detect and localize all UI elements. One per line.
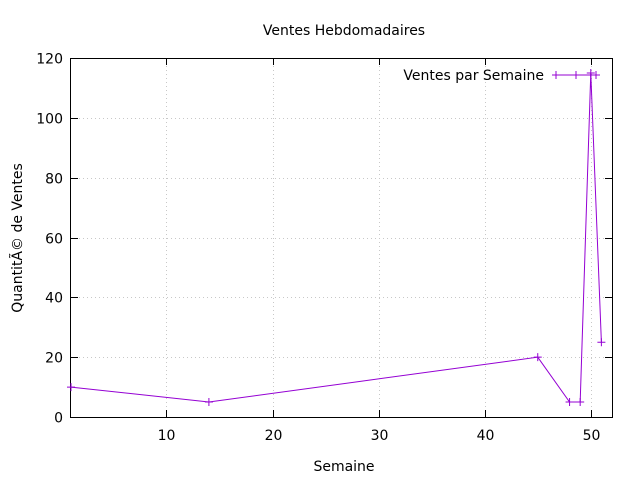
y-tick-label: 100: [36, 112, 63, 128]
data-point-marker: [565, 398, 574, 407]
x-tick-label: 30: [371, 428, 389, 444]
y-tick-label: 0: [54, 411, 63, 427]
series-line: [70, 72, 602, 403]
series-layer: [67, 68, 606, 407]
x-tick-label: 50: [583, 428, 601, 444]
x-axis-ticks: 10 20 30 40 50: [158, 58, 601, 444]
x-axis-title: Semaine: [313, 459, 374, 475]
x-tick-label: 20: [265, 428, 283, 444]
legend-markers: [552, 71, 600, 79]
y-tick-label: 80: [45, 172, 63, 188]
grid-lines: [71, 58, 612, 417]
legend-marker: [572, 71, 580, 79]
x-tick-label: 10: [158, 428, 176, 444]
data-point-marker: [576, 398, 585, 407]
plot-frame: [70, 58, 613, 418]
legend: Ventes par Semaine: [403, 68, 600, 84]
y-tick-label: 20: [45, 351, 63, 367]
legend-label: Ventes par Semaine: [403, 68, 544, 84]
y-axis-title: QuantitÃ© de Ventes: [9, 163, 26, 313]
chart-title: Ventes Hebdomadaires: [263, 23, 425, 39]
legend-marker: [592, 71, 600, 79]
data-point-marker: [533, 353, 542, 362]
data-point-marker: [204, 398, 213, 407]
data-point-marker: [597, 338, 606, 347]
x-tick-label: 40: [477, 428, 495, 444]
legend-marker: [552, 71, 560, 79]
y-tick-label: 40: [45, 291, 63, 307]
data-point-marker: [67, 383, 75, 392]
y-tick-label: 60: [45, 232, 63, 248]
y-tick-label: 120: [36, 52, 63, 68]
data-point-marker: [586, 68, 595, 77]
y-axis-ticks: 0 20 40 60 80 100 120: [36, 52, 612, 427]
